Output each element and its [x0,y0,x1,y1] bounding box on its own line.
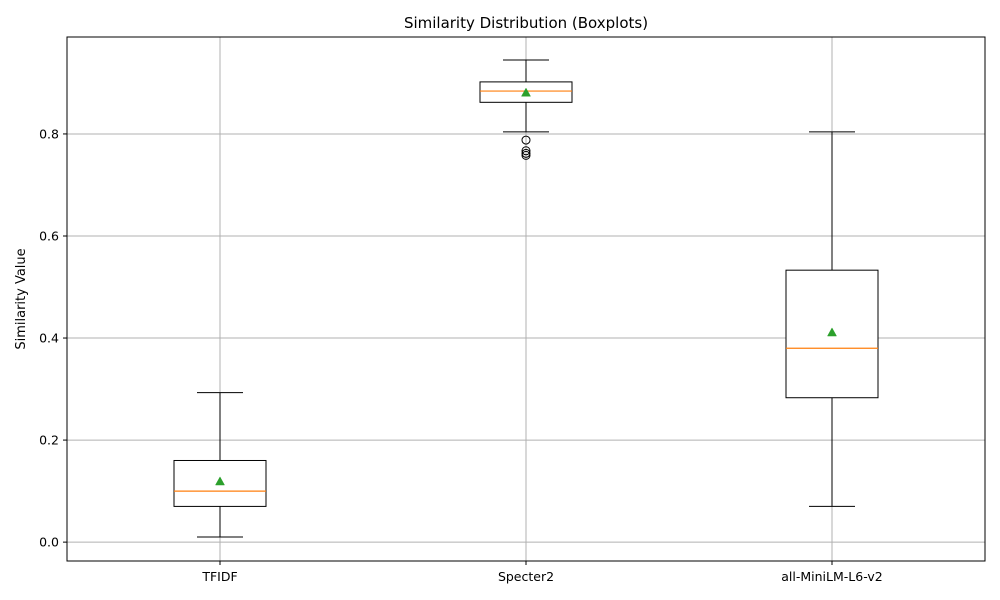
x-tick-label: all-MiniLM-L6-v2 [781,569,882,584]
y-tick-label: 0.8 [39,126,59,141]
outlier-point [521,146,531,156]
outlier-point [521,150,531,160]
y-axis-label: Similarity Value [14,248,29,349]
y-tick-label: 0.2 [39,433,59,448]
box-layer [173,59,879,538]
x-tick-label: Specter2 [498,569,554,584]
y-tick-label: 0.0 [39,535,59,550]
chart-title: Similarity Distribution (Boxplots) [404,14,648,32]
x-tick-label: TFIDF [201,569,237,584]
y-tick-label: 0.4 [39,331,59,346]
y-tick-label: 0.6 [39,228,59,243]
tick-layer: 0.0 0.2 0.4 0.6 0.8 TFIDF Specter2 all-MiniLM-L… [39,126,883,584]
mean-marker [215,476,225,486]
box-group [785,131,879,507]
outlier-point [521,135,531,145]
mean-marker [521,87,531,97]
box-group [173,392,267,538]
box-group [479,59,573,160]
mean-marker [827,327,837,337]
